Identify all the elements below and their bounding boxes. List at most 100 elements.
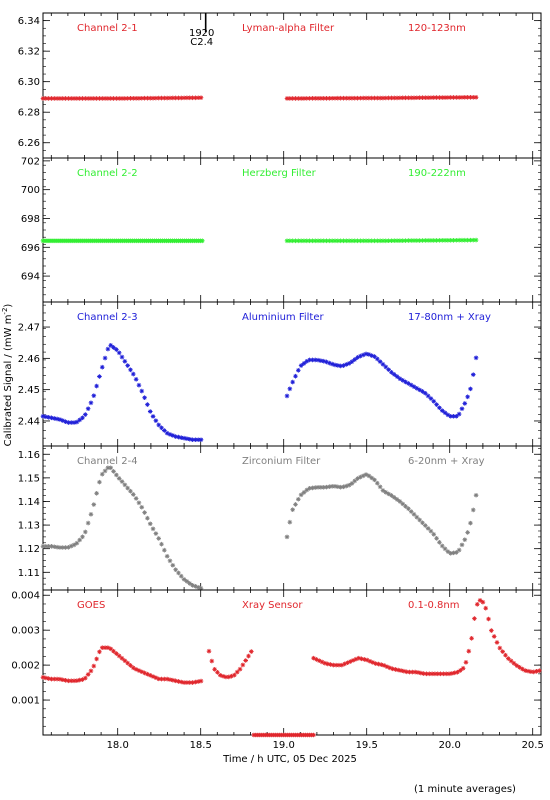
data-point: [71, 542, 77, 548]
data-point: [397, 499, 403, 504]
data-point: [131, 371, 136, 377]
x-axis-label: Time / h UTC, 05 Dec 2025: [222, 754, 357, 765]
data-point: [408, 238, 414, 243]
data-point: [133, 377, 139, 382]
x-tick-label: 18.5: [190, 740, 212, 751]
data-point: [446, 671, 452, 677]
data-point: [111, 96, 116, 101]
data-point: [223, 674, 229, 680]
data-point: [335, 363, 341, 368]
data-point: [74, 540, 80, 546]
data-point: [420, 520, 425, 526]
data-point: [375, 238, 380, 244]
panel-4: 1.11 1.12 1.13 1.14 1.15 1.16 Channel 2-4 Zirco…: [18, 445, 542, 591]
data-point: [362, 657, 367, 662]
data-point: [341, 238, 346, 244]
data-point: [181, 95, 187, 101]
data-point: [108, 646, 114, 652]
data-point: [190, 95, 195, 101]
data-point: [328, 662, 333, 667]
data-point: [459, 95, 465, 100]
data-point: [119, 354, 125, 360]
data-point: [350, 658, 356, 663]
data-point: [473, 492, 479, 498]
data-point: [321, 95, 327, 101]
data-point: [139, 95, 145, 101]
data-point: [105, 346, 111, 352]
data-point: [389, 369, 394, 375]
data-point: [525, 668, 531, 674]
data-point: [66, 678, 71, 684]
data-point: [125, 363, 130, 368]
data-point: [162, 95, 167, 101]
data-point: [74, 678, 80, 684]
data-point: [325, 661, 330, 667]
data-point: [102, 468, 108, 474]
data-point: [310, 485, 315, 491]
data-point: [497, 645, 503, 651]
data-point: [424, 671, 429, 677]
data-point: [159, 95, 164, 101]
data-point: [338, 238, 343, 244]
data-point: [373, 661, 378, 666]
data-point: [206, 648, 212, 654]
data-point: [184, 579, 190, 584]
data-point: [425, 238, 431, 243]
data-point: [229, 673, 234, 679]
data-point: [383, 364, 389, 370]
data-point: [375, 356, 380, 362]
data-point: [517, 665, 522, 670]
data-point: [97, 96, 102, 101]
data-point: [111, 469, 116, 474]
data-point: [60, 96, 66, 101]
data-point: [139, 504, 145, 510]
data-point: [456, 411, 462, 417]
data-point: [343, 362, 349, 367]
data-point: [355, 476, 360, 481]
data-point: [178, 95, 184, 101]
y-tick-label: 696: [21, 243, 40, 254]
data-point: [147, 409, 153, 414]
data-point: [414, 514, 420, 520]
data-point: [391, 372, 397, 377]
data-point: [217, 672, 223, 678]
data-point: [400, 95, 406, 101]
data-point: [83, 529, 88, 535]
data-point: [176, 434, 181, 440]
data-point: [51, 416, 57, 421]
y-tick-label: 6.30: [18, 77, 40, 88]
y-tick-label: 2.47: [18, 323, 40, 334]
data-point: [531, 669, 536, 675]
data-point: [470, 507, 476, 513]
data-point: [307, 238, 312, 244]
y-tick-label: 6.32: [18, 47, 40, 58]
data-point: [329, 484, 335, 489]
data-point: [116, 653, 122, 659]
data-point: [316, 658, 322, 663]
data-point: [131, 96, 136, 101]
panel-channel-label: Channel 2-1: [77, 23, 138, 34]
data-point: [122, 482, 128, 488]
data-point: [335, 95, 341, 101]
data-point: [466, 648, 472, 654]
data-point: [290, 96, 295, 101]
data-point: [355, 95, 360, 101]
chart-panels: 6.26 6.28 6.30 6.32 6.34 Channel 2-1 Lyman-alp…: [11, 12, 542, 738]
data-point: [434, 95, 439, 100]
data-point: [301, 490, 307, 495]
data-point: [162, 428, 167, 433]
data-point: [119, 479, 125, 484]
data-point: [162, 547, 167, 553]
data-point: [449, 671, 455, 676]
data-point: [122, 358, 128, 364]
data-point: [57, 545, 63, 550]
y-tick-label: 1.16: [18, 450, 40, 461]
data-point: [483, 605, 489, 611]
data-point: [472, 616, 477, 621]
data-point: [284, 96, 290, 101]
data-point: [314, 657, 319, 662]
panel-frame: [42, 445, 542, 591]
data-point: [153, 675, 159, 680]
data-point: [164, 95, 170, 101]
data-point: [463, 660, 469, 665]
